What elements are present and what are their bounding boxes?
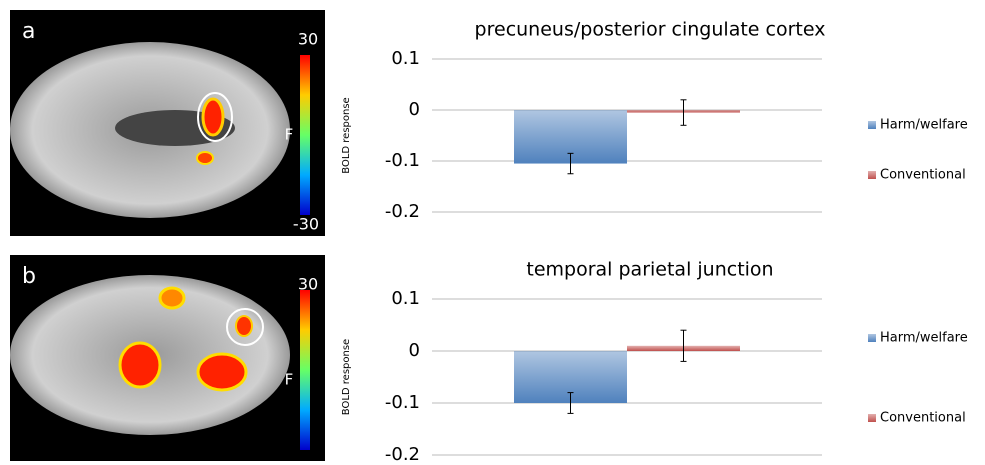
colorbar-min: -30 [293,215,319,234]
y-tick-label: -0.1 [385,150,420,171]
y-tick-label: -0.2 [385,201,420,222]
y-axis-label: BOLD response [341,97,352,173]
y-tick-label: 0 [409,99,420,120]
y-tick-label: 0.1 [391,288,420,309]
legend-label: Harm/welfare [880,331,968,346]
activation [160,288,184,308]
figure: a 30 -30 Fb 30 -30 Fprecuneus/posterior cingul… [0,0,985,465]
legend-swatch [868,414,876,422]
legend-label: Conventional [880,168,966,183]
activation [197,152,213,164]
y-tick-label: 0 [409,340,420,361]
legend-swatch [868,121,876,129]
activation [236,316,252,336]
panel-label: a [22,19,35,44]
colorbar-max: 30 [298,30,318,49]
colorbar-max: 30 [298,275,318,294]
colorbar-title: F [285,126,294,144]
y-tick-label: -0.2 [385,444,420,465]
colorbar-title: F [285,371,294,389]
colorbar-min: -30 [293,460,319,465]
y-axis-label: BOLD response [341,339,352,415]
activation [198,354,246,390]
legend-label: Harm/welfare [880,118,968,133]
legend-swatch [868,171,876,179]
activation [203,99,223,135]
chart-title: temporal parietal junction [526,259,773,281]
panel-label: b [22,264,36,289]
legend-swatch [868,334,876,342]
chart-title: precuneus/posterior cingulate cortex [475,19,826,41]
colorbar [300,290,310,450]
y-tick-label: -0.1 [385,392,420,413]
activation [120,343,160,387]
y-tick-label: 0.1 [391,48,420,69]
colorbar [300,55,310,215]
legend-label: Conventional [880,411,966,426]
